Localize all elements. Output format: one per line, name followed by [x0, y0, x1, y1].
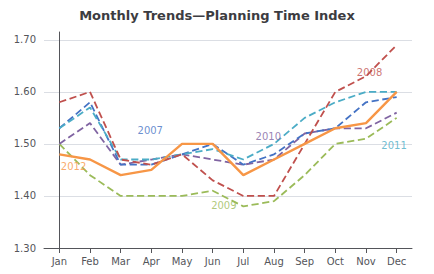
- svg-text:Nov: Nov: [356, 256, 376, 267]
- svg-text:2009: 2009: [211, 200, 236, 211]
- svg-text:Oct: Oct: [327, 256, 344, 267]
- svg-text:2012: 2012: [61, 161, 86, 172]
- svg-text:2008: 2008: [357, 67, 382, 78]
- svg-text:Dec: Dec: [387, 256, 406, 267]
- svg-text:Apr: Apr: [143, 256, 161, 267]
- svg-text:Jan: Jan: [51, 256, 67, 267]
- svg-text:1.40: 1.40: [14, 190, 36, 201]
- svg-text:Mar: Mar: [111, 256, 131, 267]
- svg-text:Sep: Sep: [295, 256, 314, 267]
- svg-text:2011: 2011: [381, 140, 406, 151]
- svg-text:Jul: Jul: [236, 256, 249, 267]
- svg-text:1.70: 1.70: [14, 34, 36, 45]
- svg-text:2007: 2007: [138, 125, 163, 136]
- svg-text:1.50: 1.50: [14, 138, 36, 149]
- svg-text:1.30: 1.30: [14, 243, 36, 254]
- svg-text:Monthly Trends—Planning Time I: Monthly Trends—Planning Time Index: [79, 8, 355, 23]
- svg-text:Aug: Aug: [264, 256, 284, 267]
- svg-text:Feb: Feb: [81, 256, 99, 267]
- svg-text:1.60: 1.60: [14, 86, 36, 97]
- svg-text:May: May: [172, 256, 193, 267]
- svg-text:2010: 2010: [256, 131, 281, 142]
- svg-text:Jun: Jun: [204, 256, 221, 267]
